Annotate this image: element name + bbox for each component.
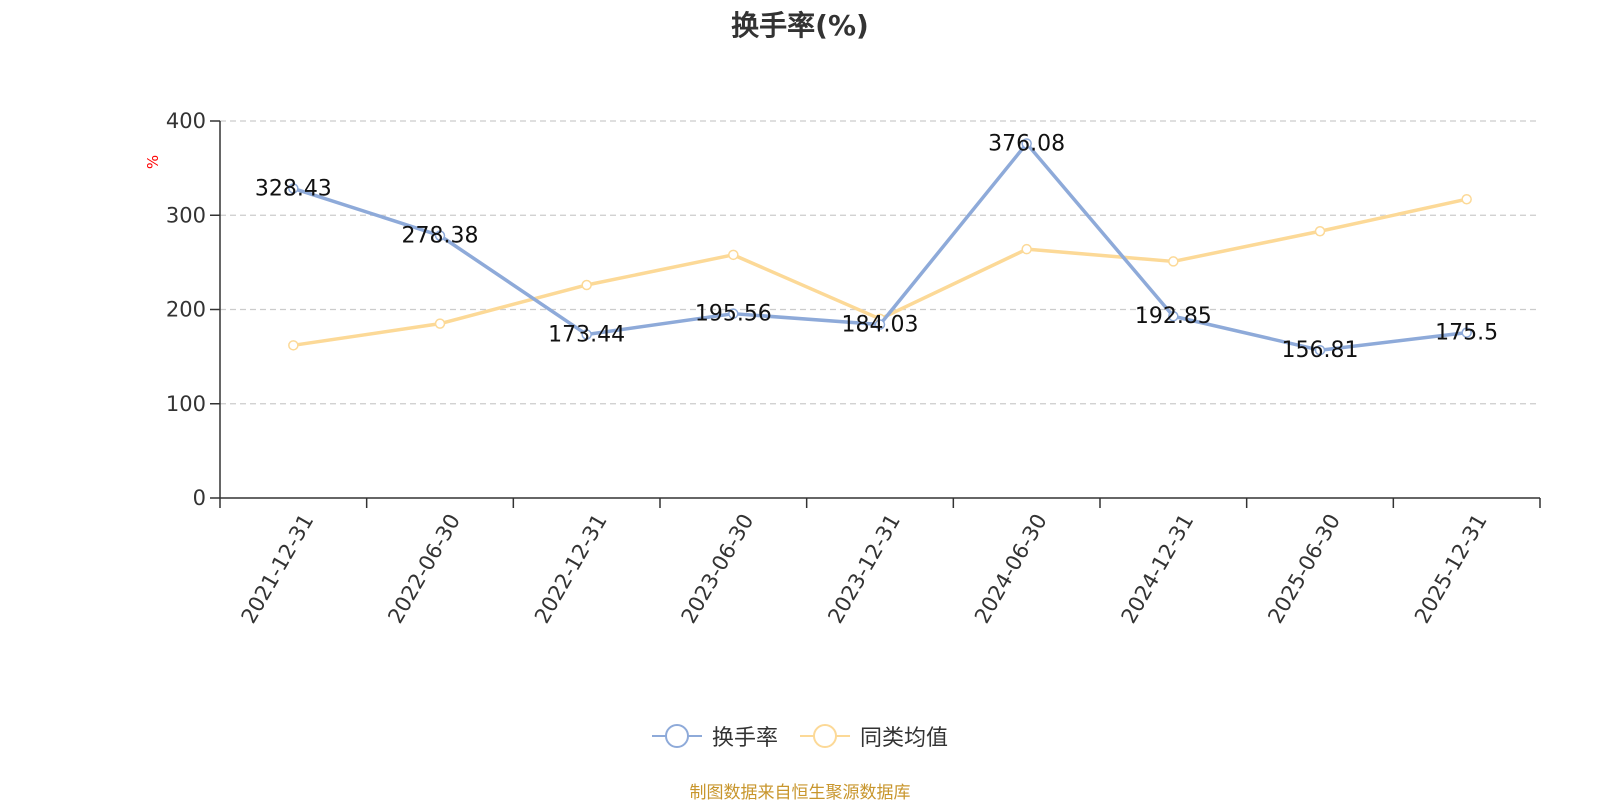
series-layer: [288, 138, 1472, 356]
series-0-point: [874, 319, 886, 330]
series-1-point: [434, 318, 446, 329]
series-0-point: [581, 329, 592, 340]
chart-title: 换手率(%): [731, 9, 869, 42]
series-0-point: [1168, 310, 1179, 322]
data-label: 328.43: [255, 176, 332, 201]
series-1-point: [288, 340, 299, 351]
series-0-point: [728, 308, 739, 319]
series-0-point: [288, 183, 299, 194]
data-label: 278.38: [402, 224, 479, 249]
y-tick-label: 100: [166, 392, 206, 416]
y-tick-label: 300: [166, 203, 206, 227]
y-tick-label: 0: [193, 486, 206, 510]
series-0-point: [434, 230, 446, 241]
legend-marker-turnover-icon: [651, 724, 702, 748]
data-label: 192.85: [1135, 304, 1212, 329]
series-0-point: [1314, 344, 1326, 356]
series-1-point: [1021, 243, 1032, 255]
legend-label-peer-average: 同类均值: [860, 726, 949, 751]
data-label: 173.44: [548, 323, 625, 348]
x-tick-label: 2021-12-31: [237, 510, 319, 628]
data-source-note: 制图数据来自恒生聚源数据库: [689, 783, 911, 803]
data-label: 175.5: [1435, 321, 1498, 346]
series-1-point: [1461, 193, 1472, 205]
x-tick-label: 2022-12-31: [530, 510, 612, 628]
series-1-point: [581, 279, 592, 291]
series-1-point: [1168, 256, 1179, 267]
x-tick-label: 2025-12-31: [1410, 510, 1492, 628]
y-axis-title: %: [144, 155, 162, 169]
series-1-point: [1314, 226, 1326, 237]
axis-layer: 0 100 200 300 400 2021-12-31 2022-06-30 2022-12…: [166, 109, 1541, 628]
grid-layer: [220, 120, 1540, 405]
legend-marker-peer-average-icon: [800, 724, 850, 748]
y-tick-label: 400: [166, 109, 206, 133]
x-tick-label: 2024-06-30: [970, 510, 1052, 628]
data-label: 184.03: [842, 313, 919, 338]
data-label: 195.56: [695, 302, 772, 327]
x-tick-label: 2023-12-31: [823, 510, 905, 628]
x-tick-label: 2023-06-30: [677, 510, 759, 628]
x-tick-label: 2022-06-30: [383, 510, 465, 628]
legend-label-turnover: 换手率: [711, 726, 778, 751]
y-tick-label: 200: [166, 298, 206, 322]
legend-item-peer-average[interactable]: 同类均值: [800, 720, 948, 752]
legend-item-turnover[interactable]: 换手率: [651, 720, 778, 752]
x-tick-label: 2024-12-31: [1117, 510, 1199, 628]
legend: 换手率 同类均值: [0, 720, 1600, 752]
data-label: 376.08: [988, 132, 1065, 157]
data-label: 156.81: [1282, 338, 1359, 363]
series-0-point: [1021, 138, 1032, 149]
x-tick-label: 2025-06-30: [1263, 510, 1345, 628]
label-layer: 328.43 278.38 173.44 195.56 184.03 376.08 192.…: [255, 132, 1498, 364]
series-1-point: [728, 249, 739, 261]
series-0-point: [1461, 327, 1472, 338]
